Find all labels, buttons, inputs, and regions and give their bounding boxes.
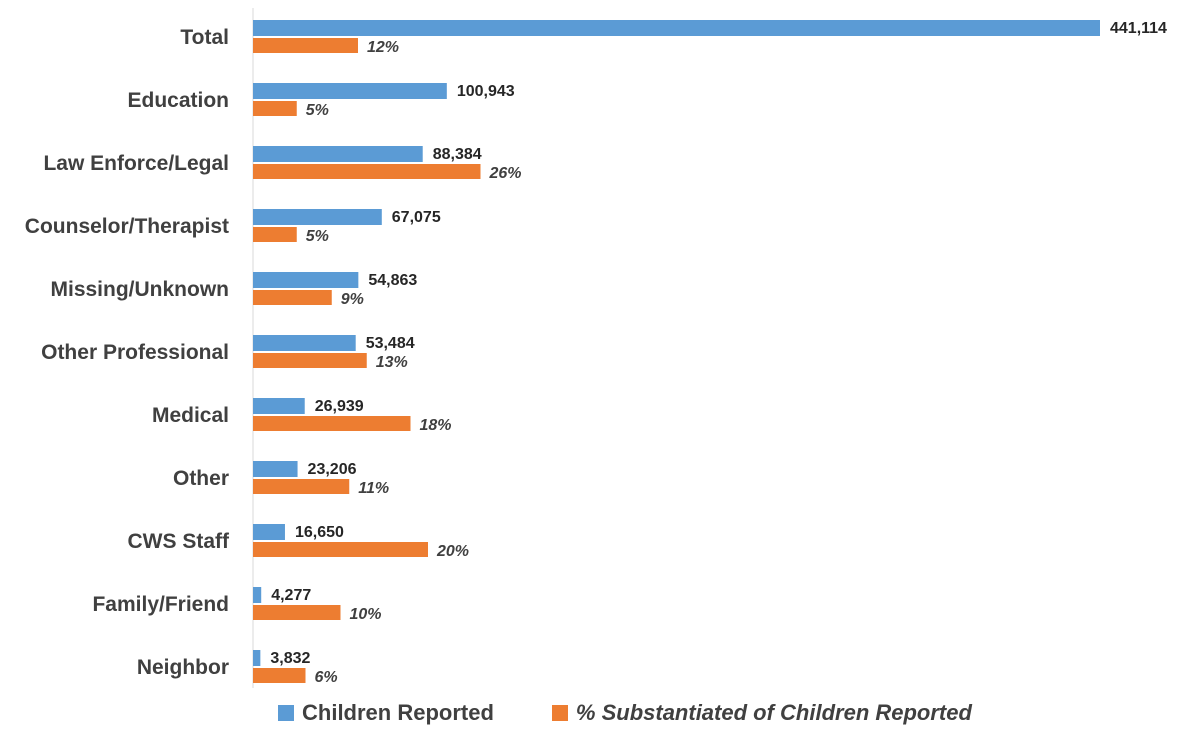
children-reported-bars (253, 20, 1100, 666)
value-label-substantiated-total: 12% (367, 39, 399, 56)
bar-reported-medical (253, 398, 305, 414)
bar-reported-counselor-therapist (253, 209, 382, 225)
category-label-education: Education (127, 89, 229, 112)
value-label-reported-neighbor: 3,832 (270, 650, 310, 667)
category-label-missing-unknown: Missing/Unknown (51, 278, 230, 301)
bar-reported-other-professional (253, 335, 356, 351)
category-label-cws-staff: CWS Staff (128, 530, 231, 553)
value-label-reported-education: 100,943 (457, 83, 515, 100)
bar-reported-education (253, 83, 447, 99)
value-label-substantiated-family-friend: 10% (350, 606, 382, 623)
legend-label-children-reported: Children Reported (302, 700, 494, 725)
category-label-other-professional: Other Professional (41, 341, 229, 364)
category-label-law-enforce-legal: Law Enforce/Legal (43, 152, 229, 175)
bar-substantiated-total (253, 38, 358, 53)
bar-substantiated-medical (253, 416, 411, 431)
bar-substantiated-counselor-therapist (253, 227, 297, 242)
legend-swatch-orange (551, 705, 568, 721)
legend-label-substantiated: % Substantiated of Children Reported (575, 700, 972, 725)
category-label-neighbor: Neighbor (137, 656, 229, 679)
legend-item-substantiated: % Substantiated of Children Reported (551, 700, 972, 726)
bar-substantiated-neighbor (253, 668, 306, 683)
substantiated-percent-bars (253, 38, 481, 683)
value-label-substantiated-medical: 18% (420, 417, 452, 434)
category-label-other: Other (173, 467, 229, 490)
value-label-reported-cws-staff: 16,650 (295, 524, 344, 541)
bar-substantiated-other (253, 479, 350, 494)
value-label-reported-missing-unknown: 54,863 (368, 272, 417, 289)
bar-substantiated-family-friend (253, 605, 341, 620)
category-labels: Total Education Law Enforce/Legal Counselor… (25, 26, 230, 679)
value-label-substantiated-other-professional: 13% (376, 354, 408, 371)
category-label-total: Total (180, 26, 229, 49)
value-label-substantiated-missing-unknown: 9% (341, 291, 364, 308)
value-label-reported-total: 441,114 (1110, 20, 1167, 37)
bar-reported-family-friend (253, 587, 262, 603)
bar-substantiated-other-professional (253, 353, 367, 368)
bar-reported-neighbor (253, 650, 261, 666)
value-label-reported-counselor-therapist: 67,075 (392, 209, 441, 226)
value-label-substantiated-other: 11% (358, 480, 389, 497)
bar-substantiated-law-enforce-legal (253, 164, 481, 179)
bar-reported-cws-staff (253, 524, 285, 540)
value-label-substantiated-counselor-therapist: 5% (306, 228, 329, 245)
value-label-reported-other: 23,206 (308, 461, 357, 478)
value-label-substantiated-education: 5% (306, 102, 329, 119)
category-label-counselor-therapist: Counselor/Therapist (25, 215, 229, 238)
value-labels: 441,114 12% 100,943 5% 88,384 26% 67,075 5% 54,8… (270, 20, 1167, 686)
bar-substantiated-cws-staff (253, 542, 428, 557)
legend: Children Reported % Substantiated of Chi… (278, 700, 1030, 726)
category-label-medical: Medical (152, 404, 229, 427)
bar-reported-missing-unknown (253, 272, 359, 288)
value-label-reported-law-enforce-legal: 88,384 (433, 146, 482, 163)
value-label-substantiated-law-enforce-legal: 26% (489, 165, 522, 182)
category-label-family-friend: Family/Friend (92, 593, 229, 616)
bar-reported-law-enforce-legal (253, 146, 423, 162)
value-label-substantiated-cws-staff: 20% (436, 543, 469, 560)
value-label-reported-medical: 26,939 (315, 398, 364, 415)
legend-swatch-blue (278, 705, 294, 721)
value-label-reported-family-friend: 4,277 (271, 587, 311, 604)
bar-reported-other (253, 461, 298, 477)
legend-item-children-reported: Children Reported (278, 700, 494, 726)
value-label-substantiated-neighbor: 6% (315, 669, 338, 686)
value-label-reported-other-professional: 53,484 (366, 335, 415, 352)
bar-substantiated-education (253, 101, 297, 116)
bar-substantiated-missing-unknown (253, 290, 332, 305)
bar-reported-total (253, 20, 1100, 36)
